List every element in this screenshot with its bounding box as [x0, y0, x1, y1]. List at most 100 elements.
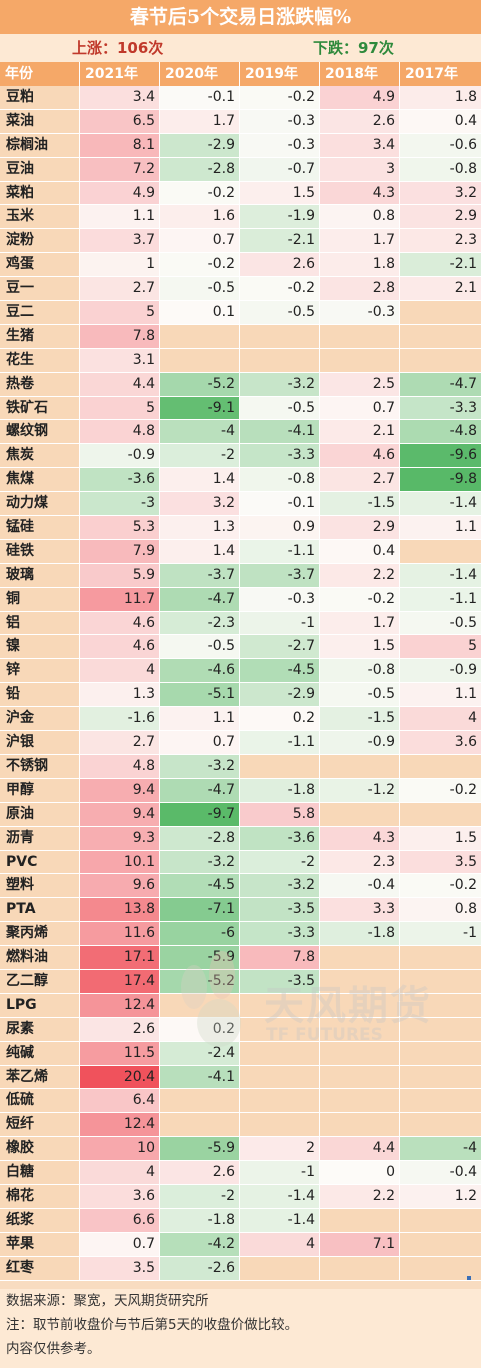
value-cell: -2.1 [240, 229, 320, 253]
value-cell: -0.4 [400, 1161, 481, 1184]
value-cell: 11.5 [80, 1041, 160, 1065]
row-label: 鸡蛋 [0, 253, 80, 277]
value-cell: -0.6 [400, 133, 481, 157]
value-cell: -4.1 [240, 420, 320, 444]
table-row: 沥青 9.3 -2.8 -3.6 4.3 1.5 [0, 826, 481, 851]
value-cell: -0.9 [80, 444, 160, 468]
value-cell [400, 754, 481, 778]
value-cell [400, 802, 481, 826]
table-row: 沪银 2.7 0.7 -1.1 -0.9 3.6 [0, 731, 481, 755]
value-cell: -3.7 [240, 563, 320, 587]
table-row: 纸浆 6.6 -1.8 -1.4 [0, 1208, 481, 1233]
value-cell: 5 [400, 635, 481, 659]
row-label: 镍 [0, 635, 80, 659]
value-cell: 7.1 [320, 1232, 400, 1256]
value-cell: 4.4 [320, 1137, 400, 1161]
value-cell [320, 324, 400, 348]
value-cell: -0.5 [160, 635, 240, 659]
value-cell: -2.3 [160, 611, 240, 635]
value-cell: -3.2 [160, 850, 240, 874]
value-cell: 0.8 [320, 205, 400, 229]
value-cell: -5.2 [160, 372, 240, 396]
value-cell: -3.6 [240, 826, 320, 850]
value-cell: -2.8 [160, 157, 240, 181]
value-cell: -0.7 [240, 157, 320, 181]
value-cell: 5 [80, 301, 160, 324]
value-cell: -1.4 [400, 563, 481, 587]
value-cell [400, 301, 481, 324]
value-cell: -2 [160, 444, 240, 468]
value-cell: -0.2 [240, 86, 320, 109]
value-cell [240, 324, 320, 348]
value-cell: 9.3 [80, 826, 160, 850]
value-cell: -1.8 [320, 922, 400, 946]
value-cell: 4.9 [320, 86, 400, 109]
value-cell: 2.9 [320, 516, 400, 539]
row-label: 玉米 [0, 205, 80, 229]
value-cell: -9.8 [400, 468, 481, 492]
table-row: 豆粕 3.4 -0.1 -0.2 4.9 1.8 [0, 86, 481, 110]
table-row: 豆一 2.7 -0.5 -0.2 2.8 2.1 [0, 277, 481, 302]
row-label: 锰硅 [0, 516, 80, 539]
table-row: 玉米 1.1 1.6 -1.9 0.8 2.9 [0, 205, 481, 230]
value-cell [240, 1041, 320, 1065]
value-cell: 2.6 [80, 1017, 160, 1041]
row-label: 甲醇 [0, 778, 80, 802]
value-cell: -1 [400, 922, 481, 946]
value-cell: 10.1 [80, 850, 160, 874]
value-cell: -0.3 [240, 109, 320, 133]
value-cell: 7.8 [80, 324, 160, 348]
row-label: 苯乙烯 [0, 1065, 80, 1089]
value-cell: 1.8 [400, 86, 481, 109]
value-cell: -1.9 [240, 205, 320, 229]
row-label: 花生 [0, 348, 80, 372]
table-row: PVC 10.1 -3.2 -2 2.3 3.5 [0, 850, 481, 875]
value-cell: 2.3 [400, 229, 481, 253]
table-row: 铜 11.7 -4.7 -0.3 -0.2 -1.1 [0, 587, 481, 612]
value-cell [320, 1089, 400, 1113]
value-cell: -0.9 [320, 731, 400, 754]
value-cell [320, 1017, 400, 1041]
value-cell: 4.6 [80, 611, 160, 635]
value-cell: -0.2 [320, 587, 400, 611]
value-cell [240, 1017, 320, 1041]
value-cell: -0.8 [400, 157, 481, 181]
row-label: 热卷 [0, 372, 80, 396]
header-2017: 2017年 [405, 66, 458, 82]
value-cell: -1.1 [240, 731, 320, 754]
table-row: 焦炭 -0.9 -2 -3.3 4.6 -9.6 [0, 444, 481, 469]
table-row: 锌 4 -4.6 -4.5 -0.8 -0.9 [0, 659, 481, 684]
row-label: 玻璃 [0, 563, 80, 587]
value-cell: -4.5 [240, 659, 320, 683]
value-cell: -3.3 [240, 444, 320, 468]
row-label: PVC [0, 850, 80, 874]
value-cell: -2.8 [160, 826, 240, 850]
value-cell [320, 1065, 400, 1089]
value-cell: -1.5 [320, 707, 400, 731]
value-cell [320, 348, 400, 372]
value-cell: 4.8 [80, 754, 160, 778]
value-cell: 1.7 [320, 229, 400, 253]
table-row: 焦煤 -3.6 1.4 -0.8 2.7 -9.8 [0, 468, 481, 493]
table-row: 塑料 9.6 -4.5 -3.2 -0.4 -0.2 [0, 874, 481, 899]
table-row: 铁矿石 5 -9.1 -0.5 0.7 -3.3 [0, 396, 481, 421]
value-cell: 3.1 [80, 348, 160, 372]
row-label: 燃料油 [0, 946, 80, 969]
value-cell [400, 539, 481, 563]
value-cell: 4.8 [80, 420, 160, 444]
value-cell: 3 [320, 157, 400, 181]
table-row: 玻璃 5.9 -3.7 -3.7 2.2 -1.4 [0, 563, 481, 588]
value-cell: 3.5 [400, 850, 481, 874]
value-cell [240, 754, 320, 778]
value-cell [240, 993, 320, 1017]
value-cell: -0.5 [240, 301, 320, 324]
table-row: 燃料油 17.1 -5.9 7.8 [0, 946, 481, 970]
value-cell: -2.9 [240, 683, 320, 707]
value-cell: -1.4 [400, 492, 481, 516]
row-label: 尿素 [0, 1017, 80, 1041]
value-cell: 2.7 [80, 731, 160, 754]
value-cell: 3.3 [320, 898, 400, 922]
value-cell: 10 [80, 1137, 160, 1161]
value-cell: -0.1 [160, 86, 240, 109]
value-cell: -3.2 [160, 754, 240, 778]
